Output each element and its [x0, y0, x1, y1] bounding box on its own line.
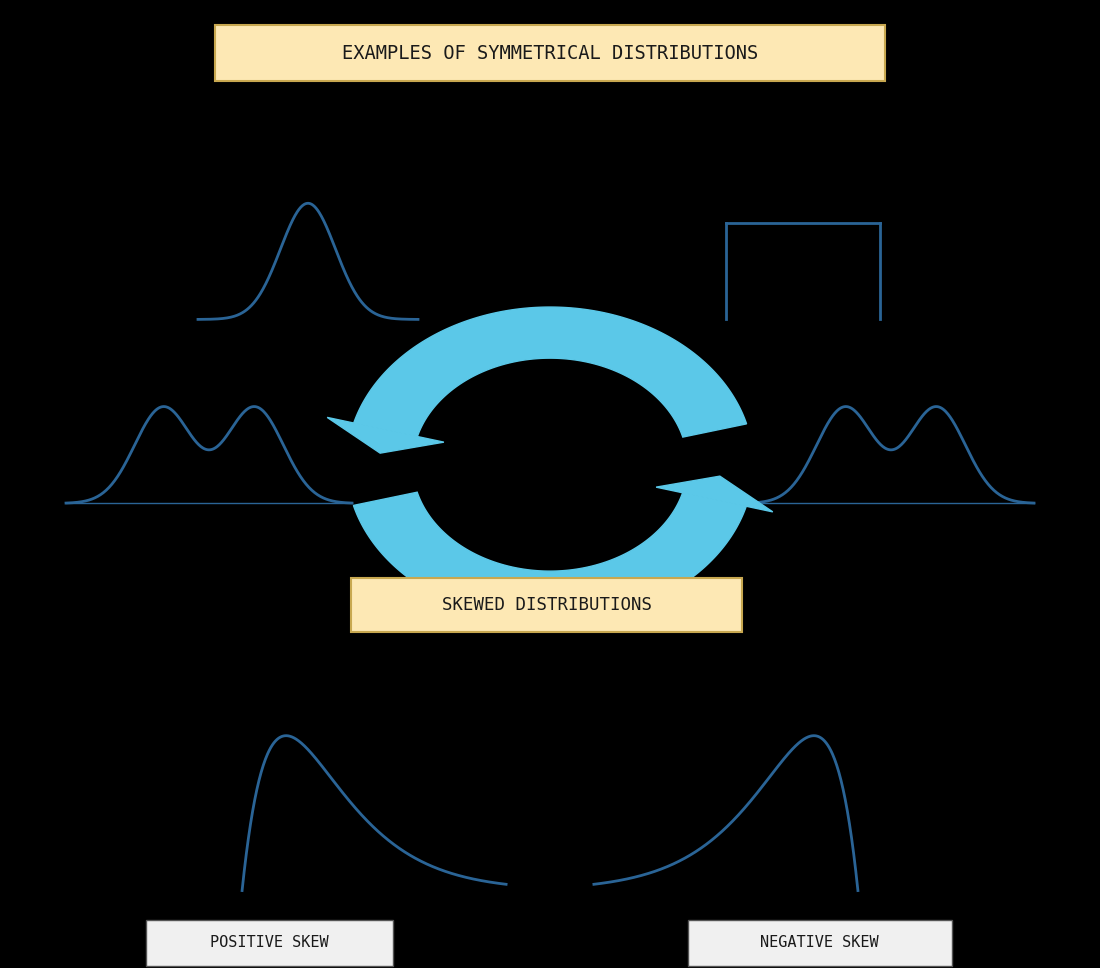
FancyBboxPatch shape — [145, 920, 394, 966]
Polygon shape — [353, 492, 746, 622]
Polygon shape — [327, 417, 444, 453]
Polygon shape — [354, 307, 747, 438]
FancyBboxPatch shape — [688, 920, 952, 966]
Polygon shape — [656, 476, 773, 512]
Text: POSITIVE SKEW: POSITIVE SKEW — [210, 935, 329, 951]
FancyBboxPatch shape — [214, 25, 886, 81]
Text: EXAMPLES OF SYMMETRICAL DISTRIBUTIONS: EXAMPLES OF SYMMETRICAL DISTRIBUTIONS — [342, 44, 758, 63]
Text: SKEWED DISTRIBUTIONS: SKEWED DISTRIBUTIONS — [442, 596, 651, 614]
Text: NEGATIVE SKEW: NEGATIVE SKEW — [760, 935, 879, 951]
FancyBboxPatch shape — [352, 578, 741, 632]
